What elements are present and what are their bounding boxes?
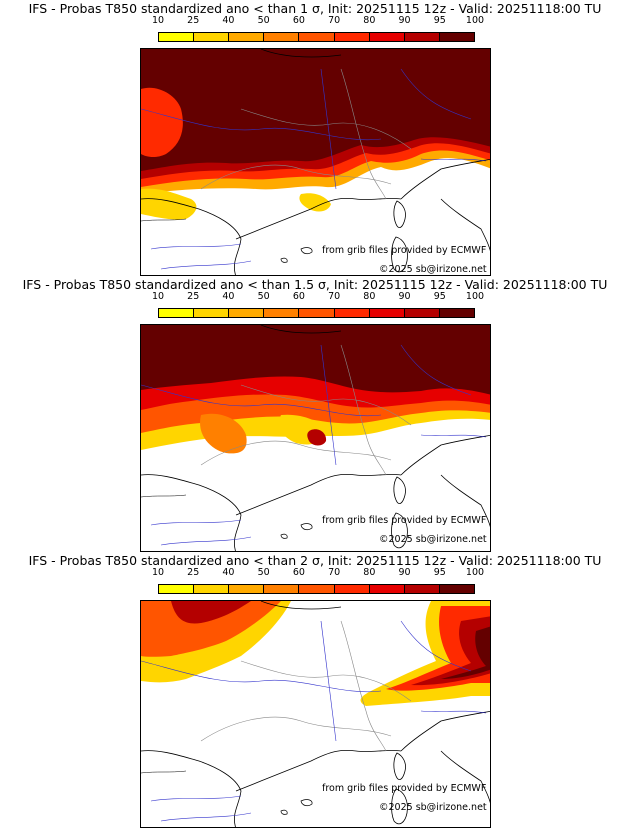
colorbar-swatch	[229, 585, 265, 593]
copyright-credit: ©2025 sb@irizone.net	[379, 534, 487, 545]
colorbar-tick-label: 25	[187, 291, 200, 302]
colorbar-tick-label: 10	[151, 15, 165, 26]
colorbar-swatch	[159, 309, 195, 317]
colorbar-tick-label: 50	[257, 567, 270, 578]
colorbar-swatch	[229, 33, 265, 41]
colorbar-tick-label: 40	[222, 567, 235, 578]
colorbar-tick-label: 95	[433, 291, 446, 302]
probability-map	[140, 600, 491, 828]
colorbar-tick-label: 60	[292, 15, 305, 26]
colorbar-tick-label: 70	[328, 15, 341, 26]
colorbar-tick-label: 25	[187, 567, 200, 578]
colorbar-swatch	[264, 33, 300, 41]
colorbar-swatch	[194, 309, 230, 317]
colorbar-tick-label: 90	[398, 567, 411, 578]
colorbar-strip	[158, 32, 475, 42]
colorbar-swatch	[229, 309, 265, 317]
colorbar-swatch	[369, 309, 405, 317]
colorbar-tick-label: 80	[363, 291, 376, 302]
colorbar-tick-label: 10	[151, 291, 165, 302]
map-canvas	[141, 325, 490, 551]
colorbar-tick-label: 40	[222, 15, 235, 26]
panel-title: IFS - Probas T850 standardized ano < tha…	[28, 553, 602, 568]
colorbar-swatch	[404, 309, 440, 317]
colorbar-strip	[158, 584, 475, 594]
map-canvas	[141, 601, 490, 827]
panel-title: IFS - Probas T850 standardized ano < tha…	[28, 1, 602, 16]
colorbar-swatch	[264, 309, 300, 317]
colorbar-tick-label: 60	[292, 291, 305, 302]
colorbar-swatch	[404, 33, 440, 41]
colorbar-swatch	[159, 585, 195, 593]
colorbar-swatch	[334, 585, 370, 593]
colorbar-swatch	[194, 33, 230, 41]
colorbar-tick-label: 70	[328, 291, 341, 302]
probability-map	[140, 48, 491, 276]
colorbar-tick-label: 50	[257, 15, 270, 26]
colorbar-tick-label: 10	[151, 567, 165, 578]
colorbar-swatch	[299, 309, 335, 317]
colorbar-swatch	[369, 33, 405, 41]
colorbar-tick-label: 95	[433, 567, 446, 578]
colorbar: 10 25 40 50 60 70 80 90 95 100	[152, 16, 484, 42]
colorbar-swatch	[299, 33, 335, 41]
colorbar-tick-label: 90	[398, 15, 411, 26]
colorbar-tick-label: 60	[292, 567, 305, 578]
colorbar-swatch	[264, 585, 300, 593]
colorbar-swatch	[439, 309, 474, 317]
panel-3: IFS - Probas T850 standardized ano < tha…	[0, 552, 630, 828]
colorbar-tick-label: 100	[465, 567, 485, 578]
colorbar-swatch	[159, 33, 195, 41]
copyright-credit: ©2025 sb@irizone.net	[379, 802, 487, 813]
colorbar: 10 25 40 50 60 70 80 90 95 100	[152, 568, 484, 594]
colorbar-swatch	[369, 585, 405, 593]
colorbar-swatch	[334, 33, 370, 41]
source-credit: from grib files provided by ECMWF	[322, 783, 487, 794]
colorbar-tick-label: 80	[363, 15, 376, 26]
colorbar-tick-label: 95	[433, 15, 446, 26]
panel-title: IFS - Probas T850 standardized ano < tha…	[22, 277, 608, 292]
map-canvas	[141, 49, 490, 275]
source-credit: from grib files provided by ECMWF	[322, 245, 487, 256]
colorbar-strip	[158, 308, 475, 318]
panel-2: IFS - Probas T850 standardized ano < tha…	[0, 276, 630, 552]
colorbar: 10 25 40 50 60 70 80 90 95 100	[152, 292, 484, 318]
copyright-credit: ©2025 sb@irizone.net	[379, 264, 487, 275]
colorbar-tick-label: 80	[363, 567, 376, 578]
colorbar-tick-label: 50	[257, 291, 270, 302]
colorbar-swatch	[299, 585, 335, 593]
colorbar-tick-label: 90	[398, 291, 411, 302]
colorbar-tick-label: 70	[328, 567, 341, 578]
colorbar-tick-label: 25	[187, 15, 200, 26]
colorbar-tick-label: 100	[465, 291, 485, 302]
colorbar-swatch	[194, 585, 230, 593]
panel-1: IFS - Probas T850 standardized ano < tha…	[0, 0, 630, 276]
colorbar-tick-label: 40	[222, 291, 235, 302]
colorbar-tick-label: 100	[465, 15, 485, 26]
colorbar-swatch	[439, 33, 474, 41]
source-credit: from grib files provided by ECMWF	[322, 515, 487, 526]
colorbar-swatch	[404, 585, 440, 593]
colorbar-swatch	[439, 585, 474, 593]
probability-map	[140, 324, 491, 552]
colorbar-swatch	[334, 309, 370, 317]
